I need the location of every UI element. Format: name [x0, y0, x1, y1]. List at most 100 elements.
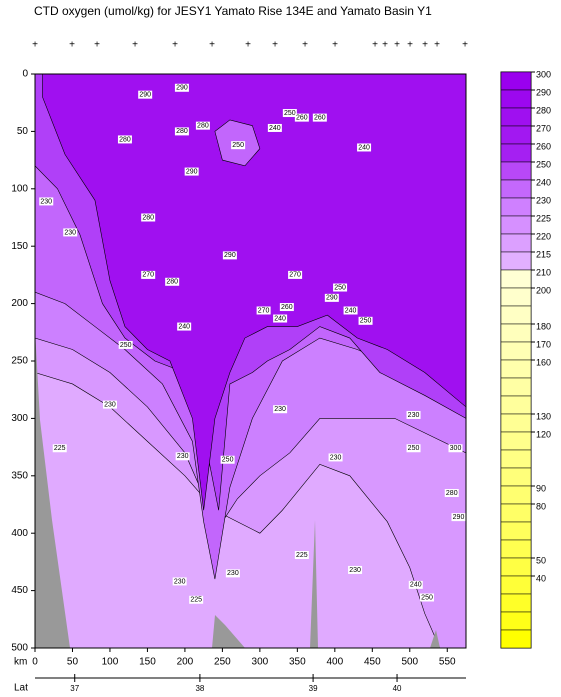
colorbar-box: [500, 611, 532, 631]
contour-label: 250: [222, 457, 234, 464]
colorbar-tick-label: 250: [536, 159, 551, 169]
contour-label: 290: [453, 514, 465, 521]
y-tick-label: 450: [11, 585, 28, 596]
x-tick-label: 300: [252, 657, 269, 668]
contour-label-box: [420, 593, 435, 602]
station-mark: +: [422, 40, 428, 51]
contour-label: 250: [360, 318, 372, 325]
x-tick-label: 450: [364, 657, 381, 668]
contour-label-box: [141, 213, 156, 222]
colorbar-box: [500, 575, 532, 595]
colorbar-box: [500, 143, 532, 163]
colorbar-box: [500, 539, 532, 559]
contour-label: 250: [284, 110, 296, 117]
x-tick-label: 50: [67, 657, 79, 668]
contour-label: 290: [326, 295, 338, 302]
contour-label: 280: [142, 214, 154, 221]
station-mark: +: [372, 40, 378, 51]
lat-tick-label: 39: [309, 684, 318, 693]
contour-label: 240: [274, 315, 286, 322]
contour-label-box: [279, 303, 294, 312]
contour-label: 290: [139, 92, 151, 99]
colorbar-box: [500, 413, 532, 433]
contour-label-box: [444, 489, 459, 498]
colorbar-tick-label: 225: [536, 213, 551, 223]
colorbar-box: [500, 359, 532, 379]
seafloor: [35, 330, 70, 648]
station-mark: +: [272, 40, 278, 51]
colorbar-box: [500, 557, 532, 577]
topography: [35, 330, 440, 648]
station-mark: +: [69, 40, 75, 51]
colorbar-tick-label: 220: [536, 231, 551, 241]
colorbar-box: [500, 251, 532, 271]
y-tick-label: 400: [11, 528, 28, 539]
colorbar-tick-label: 215: [536, 249, 551, 259]
contour-label: 230: [349, 567, 361, 574]
contour-label: 270: [258, 307, 270, 314]
station-mark: +: [172, 40, 178, 51]
contour-label-box: [333, 283, 348, 292]
contour-label-box: [312, 113, 327, 122]
colorbar-box: [500, 305, 532, 325]
contour-label: 225: [296, 552, 308, 559]
contour-label: 240: [345, 307, 357, 314]
seafloor: [212, 615, 245, 648]
contour-label: 270: [142, 272, 154, 279]
colorbar-box: [500, 323, 532, 343]
station-mark: +: [407, 40, 413, 51]
lat-tick-label: 38: [195, 684, 204, 693]
contour-label: 260: [314, 114, 326, 121]
colorbar-box: [500, 431, 532, 451]
contour-label-box: [39, 197, 54, 206]
colorbar-box: [500, 287, 532, 307]
contour-label-box: [175, 452, 190, 461]
station-mark: +: [462, 40, 468, 51]
colorbar-box: [500, 449, 532, 469]
colorbar-tick-label: 200: [536, 285, 551, 295]
contour-label: 290: [224, 252, 236, 259]
contour-label: 280: [176, 128, 188, 135]
colorbar-box: [500, 233, 532, 253]
contour-label: 230: [408, 412, 420, 419]
contour-label-box: [294, 113, 309, 122]
y-tick-label: 150: [11, 241, 28, 252]
station-mark: +: [94, 40, 100, 51]
contour-label-box: [451, 513, 466, 522]
contour-label-box: [174, 83, 189, 92]
colorbar-tick-label: 90: [536, 483, 546, 493]
station-mark: +: [332, 40, 338, 51]
lat-tick-label: 40: [393, 684, 402, 693]
colorbar-tick-label: 290: [536, 87, 551, 97]
lat-tick-label: 37: [70, 684, 79, 693]
colorbar-tick-label: 170: [536, 339, 551, 349]
contour-label-box: [220, 455, 235, 464]
chart-title: CTD oxygen (umol/kg) for JESY1 Yamato Ri…: [34, 4, 432, 18]
contour-label-box: [357, 143, 372, 152]
contour-label-box: [273, 314, 288, 323]
colorbar-box: [500, 593, 532, 613]
contour-label: 290: [176, 85, 188, 92]
contour-label-box: [141, 270, 156, 279]
colorbar-box: [500, 71, 532, 91]
contour-label-box: [174, 127, 189, 136]
y-tick-label: 500: [11, 643, 28, 654]
y-tick-label: 350: [11, 470, 28, 481]
colorbar-box: [500, 161, 532, 181]
contour-label: 230: [274, 406, 286, 413]
station-mark: +: [394, 40, 400, 51]
colorbar-tick-label: 240: [536, 177, 551, 187]
contour-label: 250: [421, 594, 433, 601]
colorbar-tick-label: 300: [536, 69, 551, 79]
colorbar-tick-label: 180: [536, 321, 551, 331]
colorbar-box: [500, 503, 532, 523]
contour-label-box: [177, 322, 192, 331]
contour-label-box: [282, 109, 297, 118]
contour-label-box: [448, 444, 463, 453]
colorbar-tick-label: 160: [536, 357, 551, 367]
colorbar-box: [500, 395, 532, 415]
colorbar-tick-label: 50: [536, 555, 546, 565]
colorbar-box: [500, 107, 532, 127]
x-tick-label: 150: [139, 657, 156, 668]
